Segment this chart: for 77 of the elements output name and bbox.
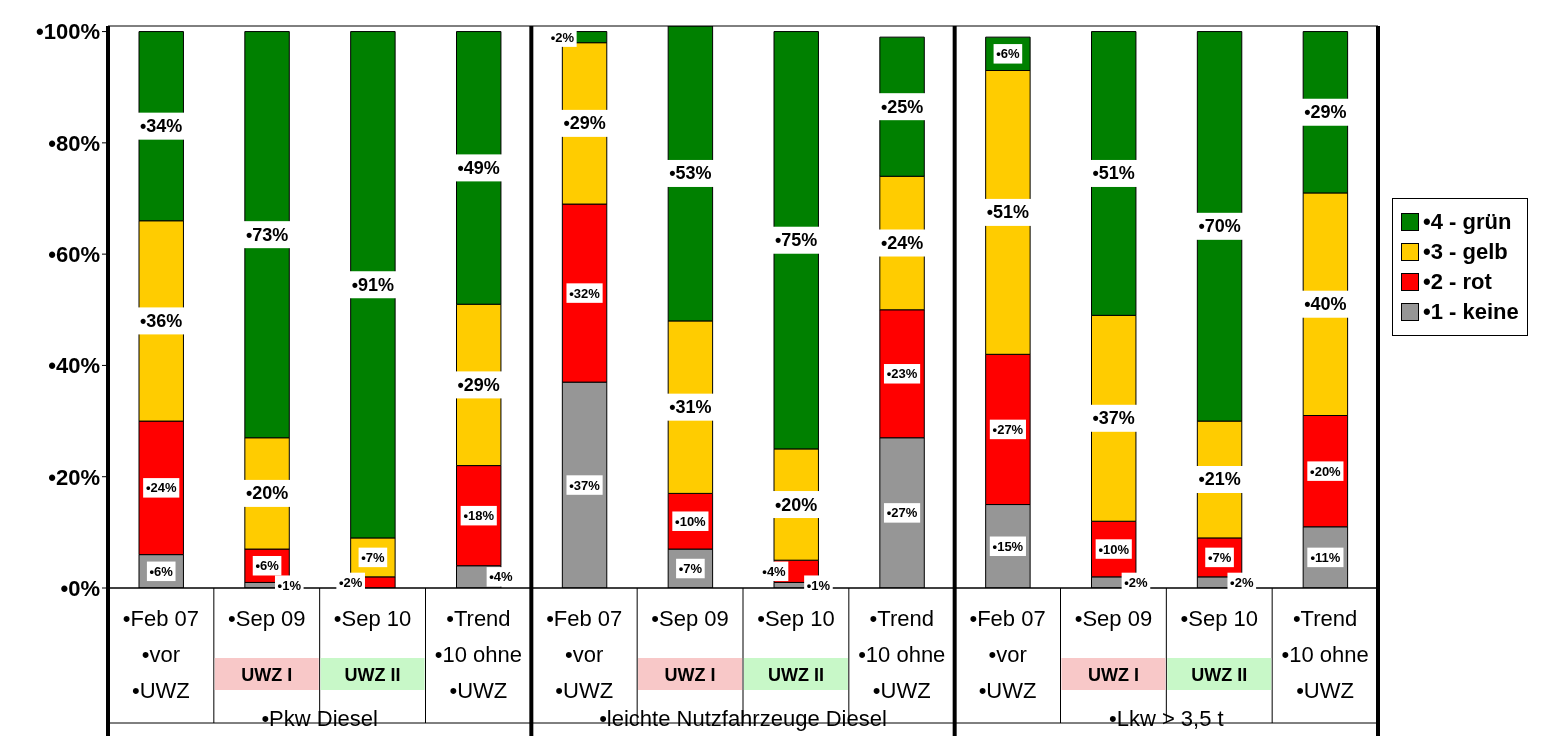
legend-label: •4 - grün — [1423, 209, 1512, 235]
x-tick-label: •Feb 07 •vor •UWZ — [122, 606, 200, 703]
x-tick-label: •Sep 10 — [757, 606, 835, 631]
data-label: •29% — [1304, 102, 1347, 123]
x-tick-label: •Sep 10 — [1180, 606, 1258, 631]
data-label: •2% — [1124, 574, 1149, 590]
data-label: •4% — [762, 563, 787, 579]
text: •Pkw Diesel — [261, 706, 378, 731]
data-label: •24% — [145, 480, 177, 496]
data-label: •34% — [140, 116, 183, 137]
data-label: •18% — [463, 508, 495, 524]
data-label: •6% — [996, 46, 1020, 62]
data-label: •7% — [1207, 549, 1232, 565]
data-label: •7% — [361, 549, 385, 565]
data-label: •53% — [669, 163, 712, 184]
x-tick-label: •Trend •10 ohne •UWZ — [1281, 606, 1369, 703]
data-label: •2% — [550, 29, 575, 45]
data-label: •21% — [1198, 469, 1241, 490]
data-label: •4% — [489, 569, 514, 585]
data-label: •27% — [992, 421, 1024, 437]
text: UWZ I — [241, 665, 293, 685]
data-label: •2% — [338, 574, 363, 590]
data-label: •10% — [1098, 541, 1130, 557]
text: UWZ II — [1191, 665, 1248, 685]
y-tick-label: •80% — [48, 130, 100, 156]
data-label: •10% — [675, 513, 707, 529]
data-label: •29% — [563, 113, 606, 134]
data-label: •20% — [245, 483, 289, 504]
data-label: •1% — [277, 577, 302, 593]
data-label: •1% — [806, 577, 831, 593]
data-label: •15% — [992, 538, 1024, 554]
legend-label: •1 - keine — [1423, 299, 1519, 325]
data-label: •24% — [880, 233, 924, 254]
data-label: •40% — [1304, 294, 1347, 315]
data-label: •37% — [569, 477, 601, 493]
text: •leichte Nutzfahrzeuge Diesel — [599, 706, 887, 731]
y-tick-label: •40% — [48, 353, 100, 379]
x-tick-label: •Sep 09 — [228, 606, 306, 631]
data-label: •27% — [886, 505, 918, 521]
x-tick-label: •Feb 07 •vor •UWZ — [969, 606, 1046, 703]
y-tick-label: •100% — [36, 19, 100, 45]
text: UWZ II — [344, 665, 401, 685]
x-tick-label: •Trend •10 ohne •UWZ — [858, 606, 946, 703]
data-label: •20% — [1310, 463, 1342, 479]
data-label: •32% — [569, 285, 601, 301]
y-tick-label: •60% — [48, 241, 100, 267]
data-label: •70% — [1198, 216, 1241, 237]
data-label: •51% — [986, 202, 1030, 223]
data-label: •25% — [880, 96, 924, 117]
text: UWZ I — [1087, 665, 1139, 685]
data-label: •29% — [457, 374, 500, 395]
text: UWZ I — [664, 665, 716, 685]
data-label: •51% — [1092, 163, 1135, 184]
data-label: •6% — [255, 558, 280, 574]
x-tick-label: •Trend •10 ohne •UWZ — [434, 606, 523, 703]
data-label: •75% — [775, 230, 818, 251]
x-tick-label: •Sep 09 — [651, 606, 729, 631]
data-label: •73% — [245, 224, 289, 245]
data-label: •2% — [1230, 574, 1254, 590]
data-label: •49% — [457, 157, 500, 178]
legend-label: •3 - gelb — [1423, 239, 1508, 265]
text: UWZ II — [767, 665, 824, 685]
x-tick-label: •Sep 10 — [333, 606, 412, 631]
data-label: •20% — [775, 494, 818, 515]
data-label: •36% — [140, 310, 183, 331]
data-label: •31% — [669, 397, 712, 418]
data-label: •11% — [1310, 549, 1341, 565]
data-label: •37% — [1092, 408, 1135, 429]
y-tick-label: •20% — [48, 464, 100, 490]
x-tick-label: •Feb 07 •vor •UWZ — [546, 606, 623, 703]
y-tick-label: •0% — [60, 575, 100, 601]
data-label: •91% — [351, 274, 395, 295]
x-tick-label: •Sep 09 — [1074, 606, 1153, 631]
data-label: •23% — [886, 366, 918, 382]
legend-label: •2 - rot — [1423, 269, 1492, 295]
data-label: •7% — [678, 561, 703, 577]
data-label: •6% — [149, 563, 174, 579]
